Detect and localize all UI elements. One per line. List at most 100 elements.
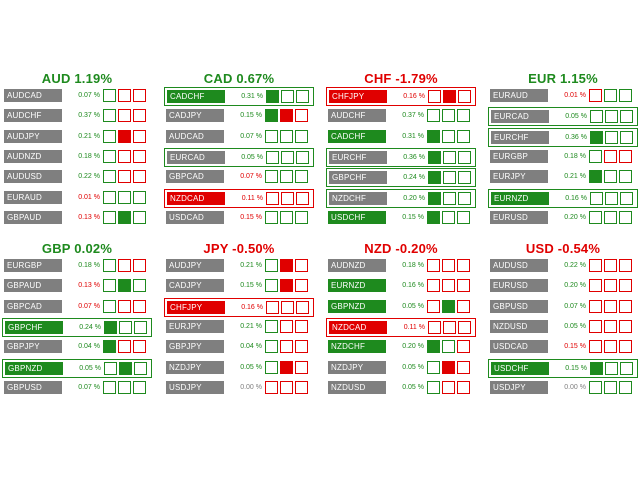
pair-row[interactable]: AUDUSD 0.22 % [488, 257, 638, 276]
pair-row[interactable]: AUDJPY 0.21 % [164, 257, 314, 276]
pair-row[interactable]: EURNZD 0.16 % [326, 277, 476, 296]
panel-title: CHF -1.79% [364, 71, 438, 86]
change-percent: 0.18 % [564, 152, 586, 160]
pair-row[interactable]: USDCAD 0.15 % [164, 209, 314, 228]
signal-box-2 [604, 210, 617, 224]
pair-row[interactable]: AUDNZD 0.18 % [2, 148, 152, 167]
change-percent: 0.16 % [241, 303, 263, 311]
pair-row[interactable]: EURUSD 0.20 % [488, 277, 638, 296]
change-percent: 0.07 % [78, 302, 100, 310]
pair-row[interactable]: EURAUD 0.01 % [2, 189, 152, 208]
currency-panel-jpy: JPY -0.50% AUDJPY 0.21 % CADJPY 0.15 % CHFJPY… [164, 240, 314, 403]
pair-row[interactable]: EURJPY 0.21 % [164, 318, 314, 337]
signal-box-1 [103, 210, 116, 224]
signal-box-2 [280, 279, 293, 293]
pair-row[interactable]: EURCHF 0.36 % [326, 147, 476, 167]
signal-box-3 [295, 129, 308, 143]
pair-row[interactable]: NZDCHF 0.20 % [326, 338, 476, 357]
pair-row[interactable]: CHFJPY 0.16 % [326, 87, 476, 106]
signal-box-1 [266, 191, 279, 205]
pair-row[interactable]: EURCHF 0.36 % [488, 127, 638, 147]
pair-row[interactable]: EURGBP 0.18 % [488, 148, 638, 167]
pair-row[interactable]: NZDCAD 0.11 % [326, 317, 476, 337]
change-percent: 0.37 % [78, 112, 100, 120]
pair-row[interactable]: EURJPY 0.21 % [488, 168, 638, 187]
pair-row[interactable]: USDCAD 0.15 % [488, 338, 638, 357]
signal-box-3 [295, 109, 308, 123]
signal-box-1 [589, 279, 602, 293]
signal-box-1 [103, 380, 116, 394]
pair-row[interactable]: NZDUSD 0.05 % [326, 379, 476, 398]
pair-row[interactable]: GBPJPY 0.04 % [164, 338, 314, 357]
pair-row[interactable]: CADCHF 0.31 % [164, 87, 314, 106]
change-percent: 0.31 % [241, 93, 263, 100]
pair-row[interactable]: EURAUD 0.01 % [488, 87, 638, 106]
pair-row[interactable]: AUDCHF 0.37 % [326, 107, 476, 126]
pair-row[interactable]: AUDCAD 0.07 % [2, 87, 152, 106]
pair-row[interactable]: GBPCHF 0.24 % [326, 168, 476, 188]
pair-label: CADCHF [328, 129, 386, 143]
pair-row[interactable]: CADJPY 0.15 % [164, 107, 314, 126]
pair-row[interactable]: NZDCHF 0.20 % [326, 188, 476, 208]
signal-box-1 [589, 89, 602, 102]
pair-row[interactable]: AUDUSD 0.22 % [2, 168, 152, 187]
pair-row[interactable]: NZDUSD 0.05 % [488, 318, 638, 337]
pair-row[interactable]: GBPAUD 0.13 % [2, 277, 152, 296]
pair-label: AUDUSD [490, 259, 548, 272]
change-percent: 0.36 % [403, 153, 425, 161]
signal-box-3 [619, 210, 632, 224]
pair-row[interactable]: GBPCAD 0.07 % [164, 168, 314, 187]
pair-label: NZDCAD [167, 191, 225, 205]
pair-row[interactable]: USDCHF 0.15 % [326, 209, 476, 228]
change-percent: 0.15 % [240, 213, 262, 221]
pair-row[interactable]: GBPUSD 0.07 % [2, 379, 152, 398]
pair-row[interactable]: GBPJPY 0.04 % [2, 338, 152, 357]
pair-row[interactable]: EURNZD 0.16 % [488, 188, 638, 208]
pair-row[interactable]: USDCHF 0.15 % [488, 358, 638, 378]
signal-box-1 [265, 129, 278, 143]
pair-label: GBPJPY [4, 340, 62, 354]
signal-box-1 [103, 109, 116, 123]
change-percent: 0.07 % [564, 302, 586, 310]
pair-row[interactable]: GBPNZD 0.05 % [326, 298, 476, 317]
pair-row[interactable]: NZDJPY 0.05 % [326, 359, 476, 378]
pair-row[interactable]: USDJPY 0.00 % [488, 379, 638, 398]
pair-row[interactable]: USDJPY 0.00 % [164, 379, 314, 398]
pair-row[interactable]: NZDJPY 0.05 % [164, 359, 314, 378]
signal-box-1 [265, 360, 278, 374]
pair-row[interactable]: GBPUSD 0.07 % [488, 298, 638, 317]
signal-box-1 [427, 129, 440, 143]
pair-row[interactable]: AUDJPY 0.21 % [2, 128, 152, 147]
signal-box-1 [103, 149, 116, 163]
pair-row[interactable]: GBPCHF 0.24 % [2, 317, 152, 337]
pair-row[interactable]: CADJPY 0.15 % [164, 277, 314, 296]
pair-row[interactable]: EURCAD 0.05 % [488, 107, 638, 127]
panel-title: JPY -0.50% [203, 241, 275, 256]
pair-label: NZDUSD [328, 380, 386, 394]
signal-box-3 [295, 319, 308, 333]
pair-row[interactable]: AUDCAD 0.07 % [164, 128, 314, 147]
signal-box-3 [619, 89, 632, 102]
pair-row[interactable]: GBPAUD 0.13 % [2, 209, 152, 228]
pair-row[interactable]: EURUSD 0.20 % [488, 209, 638, 228]
signal-box-3 [457, 109, 470, 123]
signal-box-2 [118, 89, 131, 102]
signal-box-2 [604, 279, 617, 293]
signal-box-2 [442, 279, 455, 293]
pair-row[interactable]: NZDCAD 0.11 % [164, 188, 314, 208]
signal-box-1 [428, 171, 441, 185]
signal-box-2 [118, 129, 131, 143]
pair-label: AUDJPY [166, 259, 224, 272]
pair-row[interactable]: AUDNZD 0.18 % [326, 257, 476, 276]
signal-box-3 [134, 361, 147, 375]
pair-row[interactable]: EURCAD 0.05 % [164, 147, 314, 167]
pair-row[interactable]: EURGBP 0.18 % [2, 257, 152, 276]
signal-box-2 [443, 150, 456, 164]
pair-label: USDCAD [490, 340, 548, 354]
pair-row[interactable]: AUDCHF 0.37 % [2, 107, 152, 126]
pair-row[interactable]: CADCHF 0.31 % [326, 128, 476, 147]
pair-row[interactable]: GBPCAD 0.07 % [2, 298, 152, 317]
pair-row[interactable]: GBPNZD 0.05 % [2, 358, 152, 378]
signal-box-2 [442, 259, 455, 272]
pair-row[interactable]: CHFJPY 0.16 % [164, 297, 314, 317]
